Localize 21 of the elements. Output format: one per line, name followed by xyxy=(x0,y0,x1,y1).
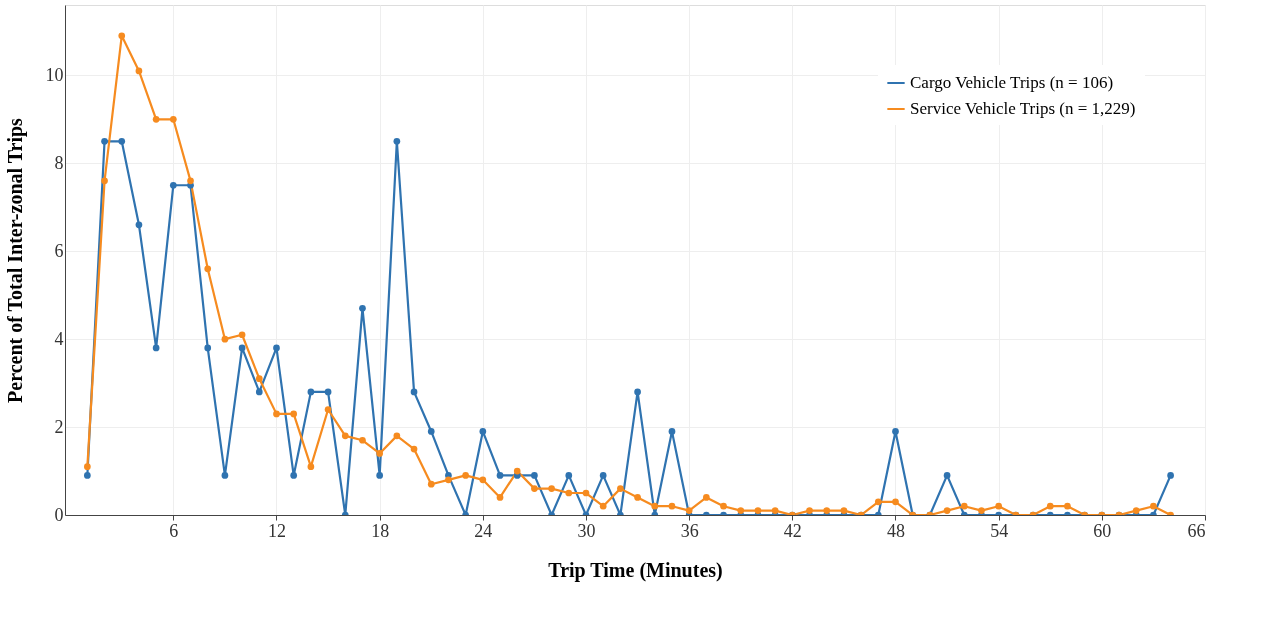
y-tick-label: 6 xyxy=(54,240,64,261)
x-tick-label: 18 xyxy=(371,520,390,541)
y-tick-label: 4 xyxy=(54,328,64,349)
x-tick-label: 48 xyxy=(887,520,905,541)
x-tick-label: 6 xyxy=(169,520,179,541)
y-tick-label: 2 xyxy=(54,416,64,437)
x-tick-label: 24 xyxy=(474,520,493,541)
y-axis-title: Percent of Total Inter-zonal Trips xyxy=(3,117,27,403)
x-tick-label: 36 xyxy=(680,520,699,541)
y-tick-label: 8 xyxy=(54,152,64,173)
y-tick-label: 10 xyxy=(45,64,64,85)
y-tick-label: 0 xyxy=(54,504,64,525)
x-tick-label: 66 xyxy=(1187,520,1206,541)
x-axis-title: Trip Time (Minutes) xyxy=(548,558,723,582)
x-tick-label: 12 xyxy=(267,520,286,541)
legend-label: Cargo Vehicle Trips (n = 106) xyxy=(910,73,1114,92)
legend-label: Service Vehicle Trips (n = 1,229) xyxy=(910,99,1136,118)
x-tick-label: 30 xyxy=(577,520,596,541)
x-tick-label: 54 xyxy=(990,520,1009,541)
x-tick-label: 60 xyxy=(1093,520,1112,541)
x-tick-label: 42 xyxy=(783,520,802,541)
